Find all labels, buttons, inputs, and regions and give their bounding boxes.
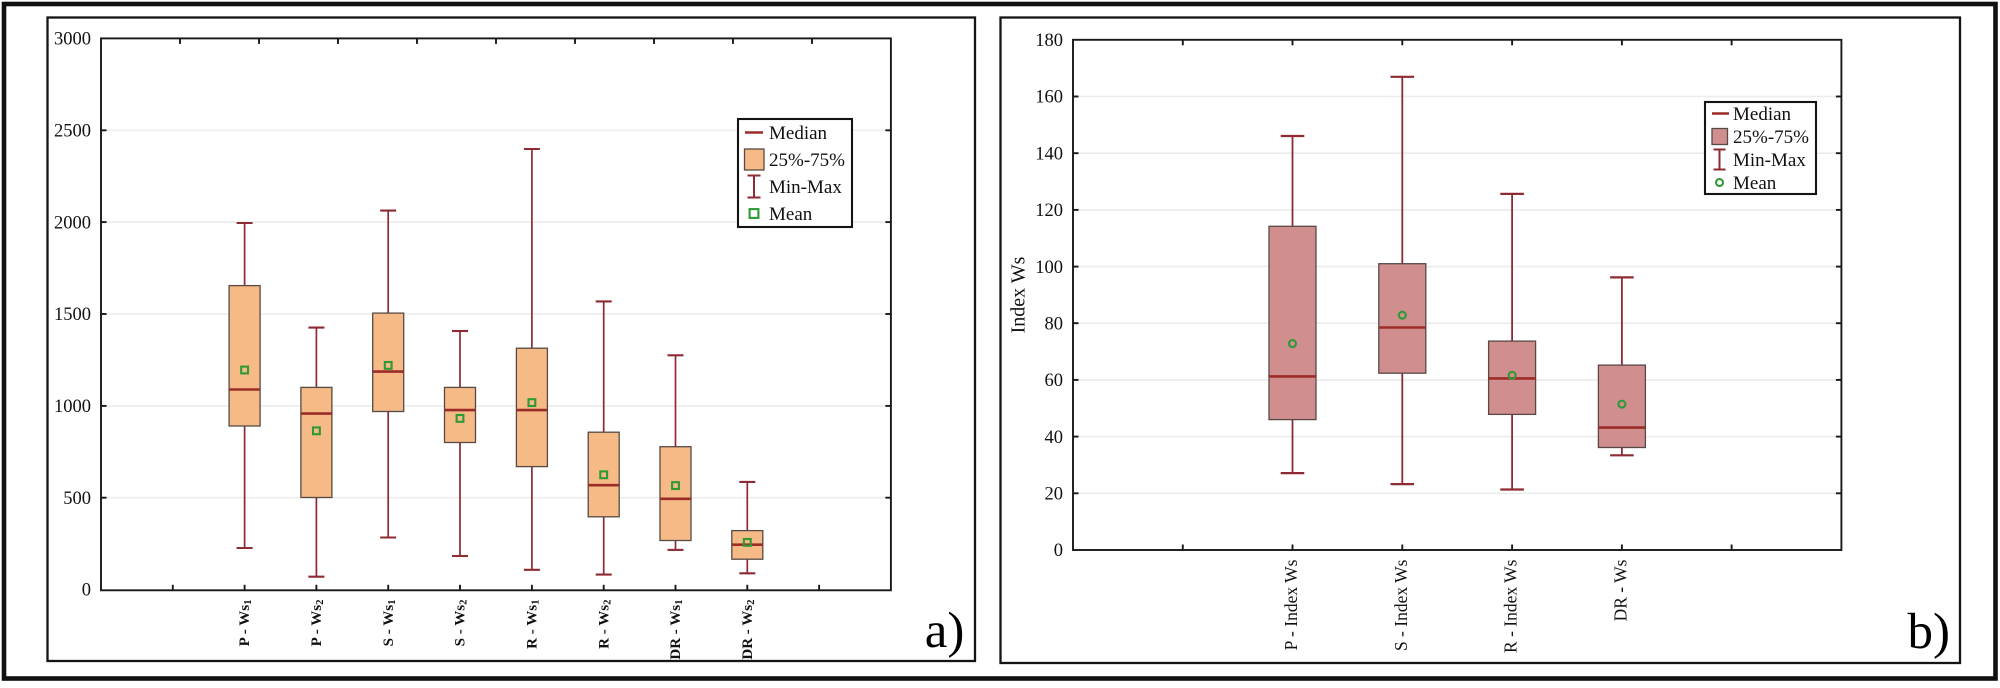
svg-text:25%-75%: 25%-75% <box>769 150 845 171</box>
svg-text:500: 500 <box>63 489 91 509</box>
svg-text:1000: 1000 <box>54 397 91 417</box>
svg-text:2000: 2000 <box>54 213 91 233</box>
svg-text:25%-75%: 25%-75% <box>1733 127 1809 148</box>
svg-text:b): b) <box>1907 604 1949 660</box>
svg-text:1500: 1500 <box>54 305 91 325</box>
svg-text:S - Index Ws: S - Index Ws <box>1391 559 1411 651</box>
svg-text:140: 140 <box>1035 144 1063 164</box>
svg-text:Min-Max: Min-Max <box>1733 150 1806 171</box>
svg-text:100: 100 <box>1035 258 1063 278</box>
svg-text:R - Ws2: R - Ws2 <box>596 600 613 649</box>
svg-text:Index Ws: Index Ws <box>1008 256 1030 333</box>
svg-text:a): a) <box>925 603 965 659</box>
svg-text:DR - Ws1: DR - Ws1 <box>668 600 685 660</box>
svg-text:3000: 3000 <box>54 30 91 50</box>
svg-text:R - Index Ws: R - Index Ws <box>1501 559 1521 653</box>
svg-text:Median: Median <box>1733 104 1792 125</box>
svg-text:0: 0 <box>1054 541 1063 561</box>
svg-text:20: 20 <box>1045 485 1064 505</box>
svg-text:S - Ws2: S - Ws2 <box>453 600 470 647</box>
svg-text:80: 80 <box>1045 314 1064 334</box>
svg-text:2500: 2500 <box>54 122 91 142</box>
svg-text:S - Ws1: S - Ws1 <box>381 600 398 647</box>
svg-text:Median: Median <box>769 123 828 144</box>
svg-text:P - Index Ws: P - Index Ws <box>1281 559 1301 650</box>
svg-text:Mean: Mean <box>769 204 813 225</box>
svg-text:R - Ws1: R - Ws1 <box>525 600 542 649</box>
svg-text:DR - Ws2: DR - Ws2 <box>740 600 757 660</box>
svg-text:P - Ws2: P - Ws2 <box>309 600 326 647</box>
svg-text:Mean: Mean <box>1733 173 1777 194</box>
svg-text:160: 160 <box>1035 88 1063 108</box>
svg-text:120: 120 <box>1035 201 1063 221</box>
svg-text:40: 40 <box>1045 428 1064 448</box>
svg-text:P - Ws1: P - Ws1 <box>237 600 254 647</box>
svg-text:0: 0 <box>82 581 91 601</box>
svg-text:60: 60 <box>1045 371 1064 391</box>
svg-text:180: 180 <box>1035 31 1063 51</box>
svg-text:Min-Max: Min-Max <box>769 177 842 198</box>
svg-text:DR - Ws: DR - Ws <box>1611 559 1631 621</box>
